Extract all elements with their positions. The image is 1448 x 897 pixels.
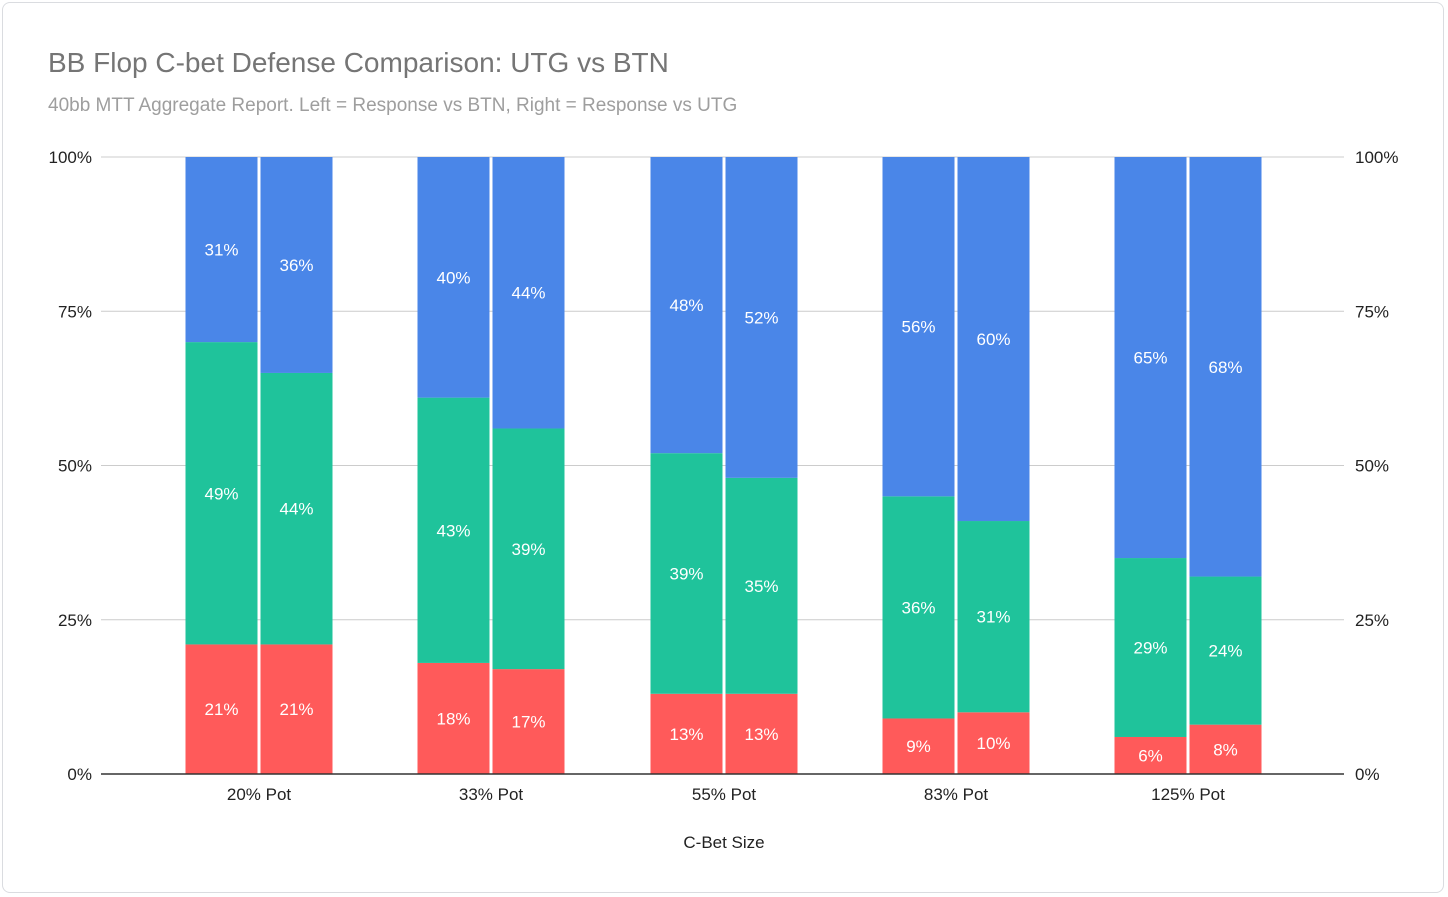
y-tick-label-right: 0% [1355,765,1380,784]
bar-value-label: 9% [906,737,931,756]
bar-segment [1189,157,1262,577]
y-tick-label-right: 100% [1355,148,1398,167]
bar-value-label: 6% [1138,746,1163,765]
chart-subtitle: 40bb MTT Aggregate Report. Left = Respon… [48,95,738,116]
bar-value-label: 48% [669,296,703,315]
bar-segment [882,157,955,497]
bar-segment [1114,736,1187,774]
y-tick-label-right: 25% [1355,611,1389,630]
x-tick-label: 33% Pot [459,785,524,804]
bar-value-label: 65% [1133,349,1167,368]
x-tick-label: 125% Pot [1151,785,1225,804]
bar-value-label: 18% [436,709,470,728]
y-tick-label-right: 50% [1355,457,1389,476]
y-tick-label-left: 100% [49,148,92,167]
bar-value-label: 29% [1133,639,1167,658]
bar-value-label: 60% [976,330,1010,349]
bar-segment [260,372,333,645]
bar-value-label: 44% [279,500,313,519]
bar-segment [650,157,723,454]
chart-title: BB Flop C-bet Defense Comparison: UTG vs… [48,47,669,78]
bar-value-label: 36% [279,256,313,275]
bar-value-label: 49% [204,484,238,503]
bar-value-label: 24% [1208,642,1242,661]
bar-value-label: 21% [279,700,313,719]
bar-value-label: 21% [204,700,238,719]
bar-segment [1189,576,1262,725]
bar-value-label: 17% [511,713,545,732]
bar-segment [492,428,565,670]
bar-segment [260,644,333,774]
bar-value-label: 13% [744,725,778,744]
bar-segment [957,157,1030,522]
bar-segment [185,342,258,645]
bar-segment [725,693,798,774]
bar-value-label: 13% [669,725,703,744]
bar-value-label: 39% [669,564,703,583]
x-tick-label: 20% Pot [227,785,292,804]
bar-value-label: 40% [436,268,470,287]
bar-value-label: 39% [511,540,545,559]
bar-value-label: 68% [1208,358,1242,377]
bar-segment [957,712,1030,774]
bar-segment [417,397,490,663]
bar-value-label: 36% [901,598,935,617]
bar-value-label: 43% [436,521,470,540]
y-tick-label-left: 0% [67,765,92,784]
bar-segment [492,157,565,429]
bar-segment [725,477,798,694]
bar-value-label: 8% [1213,740,1238,759]
bar-segment [260,157,333,373]
bars [185,157,1262,774]
y-tick-label-left: 50% [58,457,92,476]
bar-value-label: 52% [744,308,778,327]
y-tick-label-left: 75% [58,302,92,321]
bar-segment [1189,724,1262,774]
bar-segment [882,718,955,774]
bar-segment [957,521,1030,713]
x-axis-title: C-Bet Size [683,833,764,852]
bar-value-label: 31% [976,608,1010,627]
bar-segment [185,644,258,774]
bar-segment [417,662,490,774]
x-tick-label: 83% Pot [924,785,989,804]
bar-value-label: 56% [901,318,935,337]
bar-value-label: 44% [511,284,545,303]
bar-segment [492,669,565,774]
bar-segment [725,157,798,478]
y-tick-label-left: 25% [58,611,92,630]
x-tick-label: 55% Pot [692,785,757,804]
bar-segment [1114,157,1187,559]
bar-value-label: 31% [204,241,238,260]
bar-segment [417,157,490,398]
bar-segment [650,453,723,694]
bar-segment [1114,558,1187,737]
y-tick-label-right: 75% [1355,302,1389,321]
data-labels: 21% 49% 31% 18% 43% 40% 13% 39% 48% 9% 36% 56% 6% 29%… [204,241,1242,766]
bar-value-label: 35% [744,577,778,596]
bar-segment [650,693,723,774]
bar-value-label: 10% [976,734,1010,753]
axes: 0% 0% 25% 25% 50% 50% 75% 75% 100% 100% 20% Pot 33%… [49,148,1399,852]
bar-segment [185,157,258,343]
bar-segment [882,496,955,719]
